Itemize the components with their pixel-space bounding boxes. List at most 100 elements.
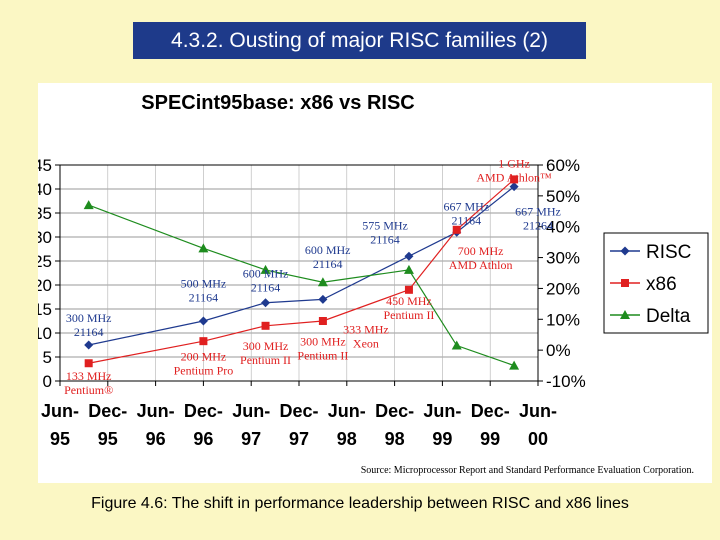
point-x86-0 [84,359,93,368]
x-tick-label-bottom-10: 00 [528,429,548,449]
left-tick-label-5: 25 [38,252,52,271]
legend-marker-risc [620,246,630,256]
point-x86-1 [199,337,208,346]
annotation-4-line-0: 600 MHz [305,243,351,257]
left-tick-label-0: 0 [43,372,52,391]
annotation-1-line-1: 21164 [452,214,482,228]
figure-caption: Figure 4.6: The shift in performance lea… [91,495,629,512]
point-risc-1 [198,316,208,326]
annotation-7-line-1: 21164 [189,290,219,304]
point-delta-4 [403,264,414,274]
annotation-9-line-0: 300 MHz [66,311,112,325]
x-tick-label-top-6: Jun- [328,401,366,421]
left-tick-label-9: 45 [38,156,52,175]
x-tick-label-bottom-1: 95 [98,429,118,449]
annotation-2-line-0: 667 MHz [515,204,561,218]
annotation-7-line-0: 500 MHz [181,276,227,290]
point-risc-3 [318,294,328,304]
annotation-11-line-1: Pentium II [297,348,348,362]
annotation-12-line-0: 300 MHz [243,339,289,353]
x-tick-label-top-7: Dec- [375,401,414,421]
point-delta-3 [317,277,328,287]
annotation-8-line-1: Pentium II [383,308,434,322]
point-x86-4 [404,285,413,294]
performance-chart: SPECint95base: x86 vs RISC 0 5 10 15 20 25 30 3… [33,92,709,476]
x-tick-label-top-4: Jun- [232,401,270,421]
axes: 0 5 10 15 20 25 30 35 40 45 Jun- 95 Dec- 95 Jun- 96 Dec-… [33,156,586,449]
x-tick-label-bottom-6: 98 [337,429,357,449]
right-tick-label-0: -10% [546,372,586,391]
annotation-10-line-1: Xeon [353,336,379,350]
legend-label-risc: RISC [646,242,691,263]
left-tick-label-8: 40 [38,180,52,199]
annotation-1-line-0: 667 MHz [443,200,489,214]
series-layer [83,175,520,370]
legend-marker-x86 [621,279,629,287]
right-tick-label-7: 60% [546,156,580,175]
left-tick-label-6: 30 [38,228,52,247]
point-x86-6 [510,175,519,184]
x-tick-label-top-5: Dec- [279,401,318,421]
annotation-14-line-1: Pentium® [64,383,113,397]
annotation-4-line-1: 21164 [313,257,343,271]
annotation-3-line-1: 21164 [370,232,400,246]
right-tick-label-3: 20% [546,279,580,298]
annotation-10-line-0: 333 MHz [343,322,389,336]
source-note: Source: Microprocessor Report and Standa… [361,465,694,476]
x-tick-label-bottom-7: 98 [385,429,405,449]
slide-title: 4.3.2. Ousting of major RISC families (2… [133,22,586,59]
x-tick-label-top-9: Dec- [471,401,510,421]
annotation-9-line-1: 21164 [74,325,104,339]
legend-label-x86: x86 [646,274,677,295]
right-tick-label-5: 40% [546,218,580,237]
left-tick-label-2: 10 [38,324,52,343]
x-tick-label-top-8: Jun- [423,401,461,421]
legend-marker-delta [620,310,630,319]
point-x86-3 [318,317,327,325]
plot-frame [59,164,539,382]
annotation-8-line-0: 450 MHz [386,294,432,308]
annotation-0-line-0: 1 GHz [498,156,530,170]
point-delta-5 [451,340,462,350]
x-tick-label-top-3: Dec- [184,401,223,421]
left-tick-label-1: 5 [43,348,52,367]
x-tick-label-bottom-5: 97 [289,429,309,449]
left-tick-label-3: 15 [38,300,52,319]
x-tick-label-top-2: Jun- [137,401,175,421]
legend: RISC x86 Delta [603,232,709,334]
annotation-0-line-1: AMD Athlon™ [476,170,552,184]
right-tick-label-1: 0% [546,341,571,360]
x-tick-label-top-0: Jun- [41,401,79,421]
annotation-12-line-1: Pentium II [240,353,291,367]
point-delta-6 [509,360,520,370]
annotation-5-line-0: 700 MHz [458,244,504,258]
point-x86-5 [452,225,461,234]
x-tick-label-bottom-3: 96 [193,429,213,449]
point-risc-0 [84,340,94,350]
chart-title: SPECint95base: x86 vs RISC [141,92,414,114]
annotation-3-line-0: 575 MHz [362,218,408,232]
point-risc-2 [261,298,271,308]
annotation-13-line-1: Pentium Pro [174,363,234,377]
annotation-2-line-1: 21264 [523,218,553,232]
chart-panel: SPECint95base: x86 vs RISC 0 5 10 15 20 25 30 3… [33,83,712,483]
left-tick-label-4: 20 [38,276,52,295]
annotation-6-line-0: 600 MHz [243,266,289,280]
annotation-14-line-0: 133 MHz [66,369,112,383]
right-tick-label-6: 50% [546,187,580,206]
point-delta-2 [260,264,271,274]
x-tick-label-bottom-0: 95 [50,429,70,449]
point-delta-0 [83,200,94,210]
x-tick-label-bottom-4: 97 [241,429,261,449]
annotation-11-line-0: 300 MHz [300,334,346,348]
right-tick-label-2: 10% [546,310,580,329]
annotation-6-line-1: 21164 [251,280,281,294]
left-tick-label-7: 35 [38,204,52,223]
annotation-5-line-1: AMD Athlon [449,258,513,272]
right-tick-label-4: 30% [546,249,580,268]
point-risc-6 [509,182,519,192]
x-tick-label-bottom-9: 99 [480,429,500,449]
point-delta-1 [198,243,209,253]
legend-label-delta: Delta [646,306,691,327]
